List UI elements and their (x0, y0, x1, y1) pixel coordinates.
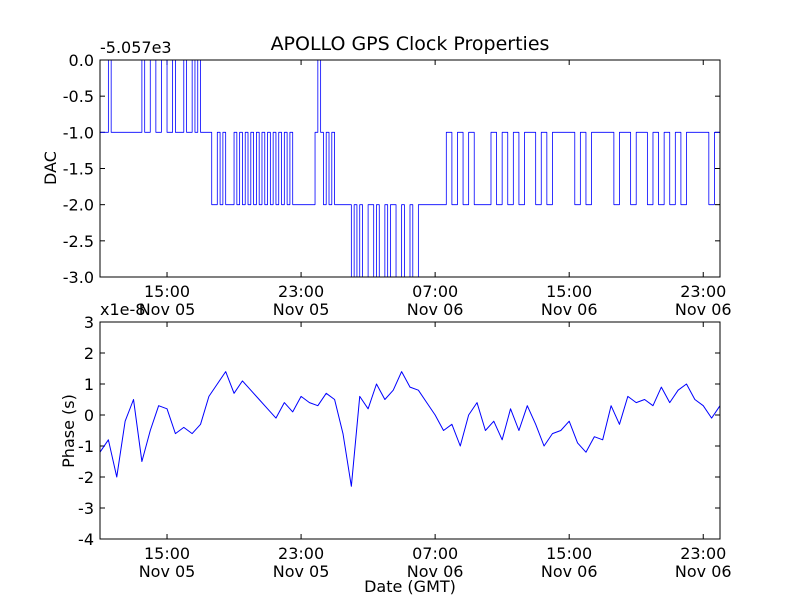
x-tick-label-time: 23:00 (680, 282, 726, 301)
y-tick-label: -3 (78, 499, 94, 518)
x-tick-label-time: 23:00 (278, 544, 324, 563)
y-tick-label: -4 (78, 530, 94, 549)
y-tick-label: -2.5 (63, 232, 94, 251)
x-tick-label-time: 07:00 (412, 544, 458, 563)
x-tick-label-date: Nov 06 (675, 300, 732, 319)
x-tick-label-date: Nov 06 (407, 562, 464, 581)
x-tick-label-time: 23:00 (278, 282, 324, 301)
x-tick-label-date: Nov 06 (541, 300, 598, 319)
y-tick-label: -1.0 (63, 123, 94, 142)
x-tick-label-time: 23:00 (680, 544, 726, 563)
x-tick-label-date: Nov 05 (139, 562, 196, 581)
y-tick-label: -1.5 (63, 160, 94, 179)
x-tick-label-date: Nov 05 (273, 562, 330, 581)
phase-y-axis-label: Phase (s) (59, 394, 78, 468)
dac-y-axis-label: DAC (41, 151, 60, 185)
y-tick-label: 2 (84, 344, 94, 363)
x-tick-label-time: 15:00 (144, 282, 190, 301)
y-tick-label: -2 (78, 468, 94, 487)
x-tick-label-time: 15:00 (546, 282, 592, 301)
dac-offset-text: -5.057e3 (100, 38, 172, 57)
phase-axes-frame (99, 321, 721, 540)
phase-series-line (100, 371, 720, 487)
phase-offset-text: x1e-8 (100, 300, 145, 319)
y-tick-label: -3.0 (63, 268, 94, 287)
phase-x-axis-label: Date (GMT) (364, 577, 456, 596)
x-tick-label-time: 07:00 (412, 282, 458, 301)
dac-axes-frame (99, 59, 721, 278)
x-tick-label-time: 15:00 (546, 544, 592, 563)
x-tick-label-date: Nov 06 (675, 562, 732, 581)
x-tick-label-date: Nov 06 (541, 562, 598, 581)
dac-axes: -5.057e3 DAC 0.0 -0.5 -1.0 -1.5 -2.0 -2.5 -3.0… (41, 38, 732, 319)
dac-series-line (100, 60, 720, 277)
x-tick-label-date: Nov 05 (273, 300, 330, 319)
y-tick-label: 1 (84, 375, 94, 394)
y-tick-label: 0 (84, 406, 94, 425)
chart-title: APOLLO GPS Clock Properties (271, 33, 550, 55)
x-tick-label-date: Nov 05 (139, 300, 196, 319)
y-tick-label: 0.0 (69, 51, 94, 70)
phase-axes: x1e-8 Phase (s) Date (GMT) 3 2 1 0 -1 -2 -3 -4 1… (59, 300, 732, 596)
x-tick-label-date: Nov 06 (407, 300, 464, 319)
y-tick-label: -1 (78, 437, 94, 456)
y-tick-label: 3 (84, 313, 94, 332)
x-tick-label-time: 15:00 (144, 544, 190, 563)
y-tick-label: -0.5 (63, 87, 94, 106)
y-tick-label: -2.0 (63, 196, 94, 215)
